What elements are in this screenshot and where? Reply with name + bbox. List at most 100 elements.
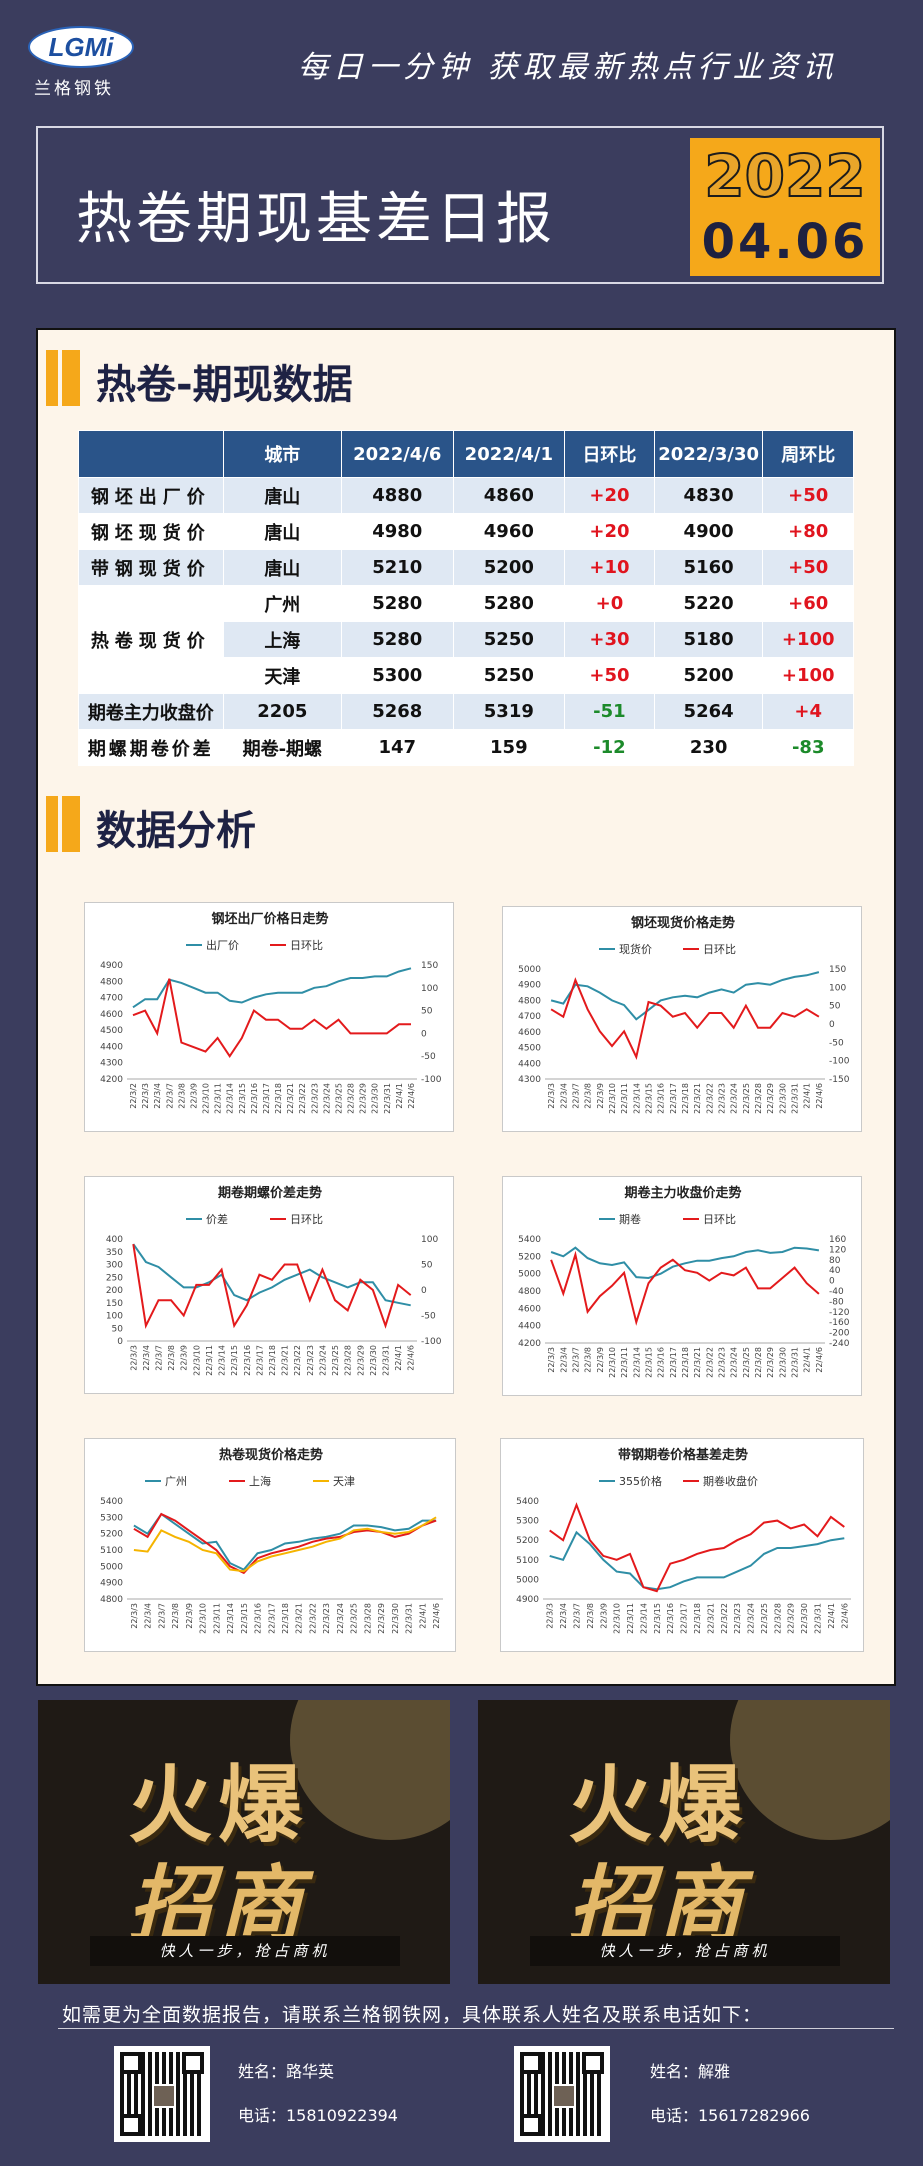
ad-tagline: 快人一步，抢占商机 (90, 1936, 400, 1966)
x-tick-label: 22/3/14 (632, 1083, 641, 1114)
contact-phone[interactable]: 电话：15810922394 (238, 2106, 398, 2125)
x-tick-label: 22/3/11 (626, 1603, 635, 1634)
x-tick-label: 22/3/23 (306, 1345, 315, 1376)
value-cell: 5200 (452, 549, 566, 586)
x-tick-label: 22/3/30 (800, 1603, 809, 1634)
x-tick-label: 22/3/31 (381, 1345, 390, 1376)
series-line (549, 1530, 845, 1591)
column-header (78, 430, 224, 478)
x-tick-label: 22/3/15 (653, 1603, 662, 1634)
company-logo[interactable]: LGMi 兰格钢铁 (28, 26, 138, 100)
qr-finder (182, 2052, 204, 2074)
x-tick-label: 22/3/21 (693, 1347, 702, 1378)
x-tick-label: 22/3/9 (189, 1083, 198, 1109)
chart-title: 钢坯出厂价格日走势 (211, 911, 328, 927)
table-row: 热卷现货价 广州 5280 5280 +0 5220 +60 (78, 585, 854, 694)
x-tick-label: 22/3/31 (814, 1603, 823, 1634)
value-cell: 5250 (452, 657, 566, 694)
x-tick-label: 22/3/25 (334, 1083, 343, 1114)
ad-banner[interactable]: 火爆 招商 快人一步，抢占商机 (38, 1700, 450, 1984)
ad-headline: 火爆 (128, 1755, 309, 1854)
value-cell: 5280 (452, 585, 566, 622)
x-tick-label: 22/3/15 (240, 1603, 249, 1634)
qr-code-icon[interactable] (114, 2046, 210, 2142)
value-cell: 5250 (452, 621, 566, 658)
city-cell: 广州 (222, 585, 343, 622)
value-cell: 5268 (341, 693, 454, 730)
x-tick-label: 22/3/4 (144, 1603, 153, 1629)
x-tick-label: 22/3/11 (620, 1083, 629, 1114)
value-cell: 4830 (653, 477, 764, 514)
y2-tick-label: 0 (829, 1020, 835, 1030)
x-tick-label: 22/3/16 (250, 1083, 259, 1114)
y-tick-label: 4500 (518, 1044, 541, 1054)
ad-banner[interactable]: 火爆 招商 快人一步，抢占商机 (478, 1700, 890, 1984)
legend-label: 期卷收盘价 (703, 1474, 758, 1488)
value-cell: 147 (341, 729, 454, 766)
x-tick-label: 22/3/30 (371, 1083, 380, 1114)
y2-tick-label: 100 (829, 983, 846, 993)
legend-label: 日环比 (290, 939, 323, 952)
qr-finder (520, 2114, 542, 2136)
qr-avatar (552, 2084, 576, 2108)
qr-code-icon[interactable] (514, 2046, 610, 2142)
date-day: 04.06 (701, 214, 869, 270)
x-tick-label: 22/3/25 (331, 1345, 340, 1376)
x-tick-label: 22/4/6 (840, 1603, 849, 1629)
value-cell: 4960 (452, 513, 566, 550)
table-row: 上海 5280 5250 +30 5180 +100 (79, 621, 854, 658)
x-tick-label: 22/3/4 (142, 1345, 151, 1371)
table-row: 带钢现货价 唐山 5210 5200 +10 5160 +50 (78, 549, 854, 586)
y2-tick-label: -50 (421, 1312, 436, 1322)
daily-change-cell: +20 (564, 477, 655, 514)
value-cell: 5280 (341, 621, 454, 658)
y-tick-label: 5400 (516, 1497, 539, 1507)
x-tick-label: 22/3/18 (681, 1347, 690, 1378)
chart-coil-rebar-spread: 期卷期螺价差走势 价差 日环比 0 50 100 150 200 250 300 350 400 -10… (84, 1176, 454, 1394)
x-tick-label: 22/3/17 (262, 1083, 271, 1114)
weekly-change-cell: +80 (762, 513, 854, 550)
value-cell: 4980 (341, 513, 454, 550)
y-tick-label: 4900 (100, 1579, 123, 1589)
y2-tick-label: -50 (421, 1052, 436, 1062)
y2-tick-label: 50 (421, 1261, 433, 1271)
x-tick-label: 22/3/18 (281, 1603, 290, 1634)
x-tick-label: 22/3/17 (669, 1347, 678, 1378)
series-line (132, 967, 412, 1009)
x-tick-label: 22/3/28 (344, 1345, 353, 1376)
x-tick-label: 22/3/8 (586, 1603, 595, 1629)
x-tick-label: 22/4/1 (803, 1083, 812, 1109)
x-tick-label: 22/3/4 (559, 1347, 568, 1373)
contact-name: 姓名：路华英 (238, 2062, 335, 2081)
x-tick-label: 22/3/10 (202, 1083, 211, 1114)
qr-finder (582, 2052, 604, 2074)
city-cell: 唐山 (222, 513, 343, 550)
y-tick-label: 100 (106, 1312, 123, 1322)
y2-tick-label: -120 (829, 1308, 850, 1318)
x-tick-label: 22/4/1 (394, 1345, 403, 1371)
contact-phone[interactable]: 电话：15617282966 (650, 2106, 810, 2125)
x-tick-label: 22/3/16 (243, 1345, 252, 1376)
section-title: 数据分析 (96, 808, 256, 854)
series-line (133, 1512, 437, 1575)
ad-tagline: 快人一步，抢占商机 (530, 1936, 840, 1966)
weekly-change-cell: -83 (762, 729, 854, 766)
x-tick-label: 22/3/21 (693, 1083, 702, 1114)
column-header: 城市 (222, 430, 343, 478)
y2-tick-label: 0 (421, 1029, 427, 1039)
chart-title: 钢坯现货价格走势 (631, 915, 735, 931)
table-row: 天津 5300 5250 +50 5200 +100 (79, 657, 854, 694)
x-tick-label: 22/3/17 (680, 1603, 689, 1634)
series-line (132, 1243, 411, 1307)
x-tick-label: 22/3/11 (205, 1345, 214, 1376)
y-tick-label: 5300 (516, 1517, 539, 1527)
chart-title: 期卷期螺价差走势 (218, 1185, 322, 1201)
y2-tick-label: -100 (829, 1057, 850, 1067)
contract-cell: 2205 (222, 693, 343, 730)
x-tick-label: 22/3/17 (255, 1345, 264, 1376)
y-tick-label: 4600 (518, 1028, 541, 1038)
x-tick-label: 22/3/10 (608, 1347, 617, 1378)
row-label: 期螺期卷价差 (78, 729, 224, 766)
contract-cell: 期卷-期螺 (222, 729, 343, 766)
x-tick-label: 22/3/28 (363, 1603, 372, 1634)
